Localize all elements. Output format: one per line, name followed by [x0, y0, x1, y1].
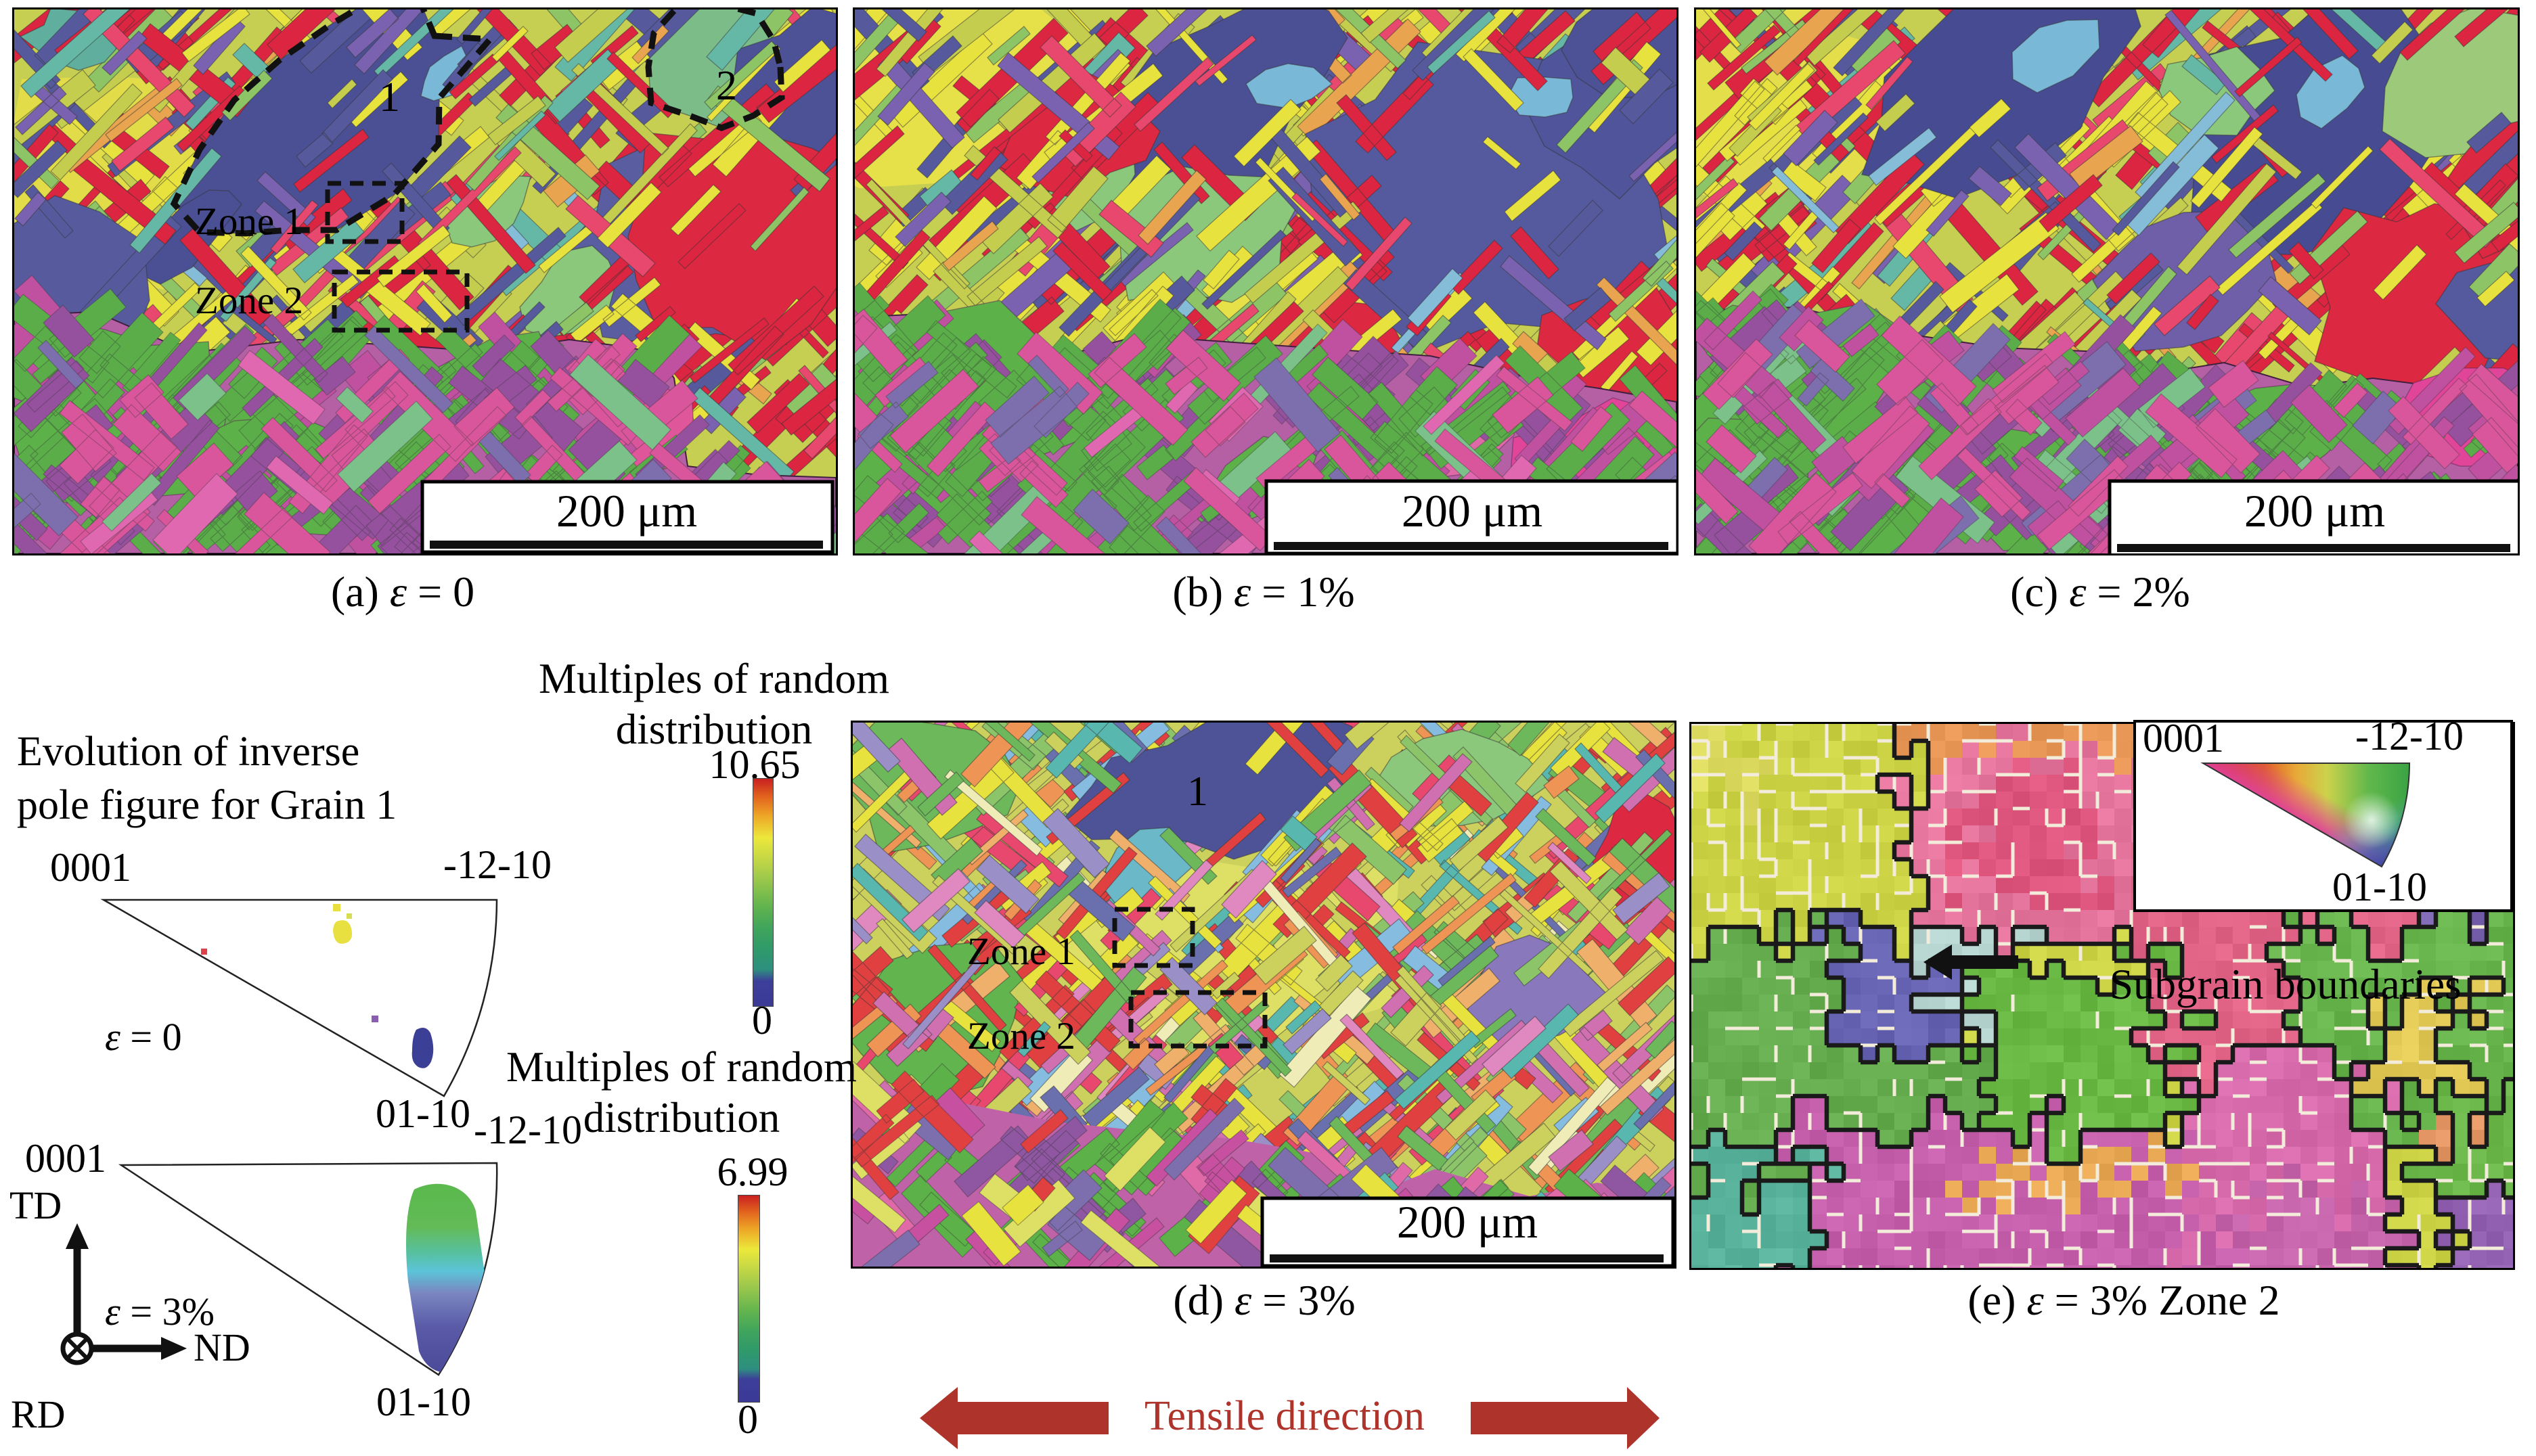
svg-text:Zone 2: Zone 2 [195, 279, 303, 322]
svg-text:Zone 1: Zone 1 [967, 930, 1075, 973]
svg-text:Zone 1: Zone 1 [195, 200, 303, 243]
svg-text:Zone 2: Zone 2 [967, 1015, 1075, 1057]
svg-text:1: 1 [379, 74, 400, 120]
svg-text:1: 1 [1187, 769, 1208, 815]
svg-text:200 μm: 200 μm [2244, 485, 2385, 537]
svg-text:200 μm: 200 μm [1397, 1196, 1538, 1248]
svg-text:200 μm: 200 μm [556, 485, 697, 537]
svg-text:2: 2 [716, 63, 737, 109]
svg-text:200 μm: 200 μm [1402, 485, 1542, 537]
